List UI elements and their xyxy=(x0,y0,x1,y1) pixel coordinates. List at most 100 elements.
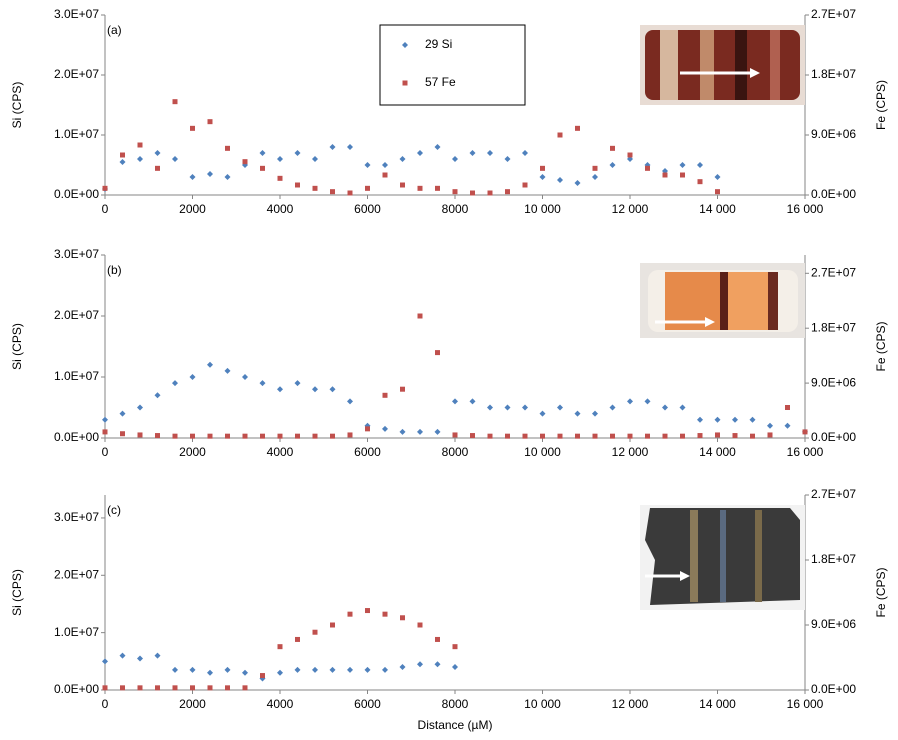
data-point xyxy=(347,144,353,150)
x-tick-label: 10 000 xyxy=(524,697,561,711)
data-point xyxy=(469,398,476,405)
data-point xyxy=(522,404,528,411)
data-point xyxy=(119,159,126,165)
data-point xyxy=(662,172,668,178)
data-point xyxy=(172,666,178,673)
data-point xyxy=(697,179,703,185)
data-point xyxy=(329,666,336,673)
data-point xyxy=(522,150,528,156)
panel-label: (b) xyxy=(107,263,122,277)
data-point xyxy=(785,405,790,410)
data-point xyxy=(592,433,598,439)
data-point xyxy=(172,433,178,439)
data-point xyxy=(417,661,423,668)
data-point xyxy=(225,685,230,691)
data-point xyxy=(400,386,405,392)
x-tick-label: 0 xyxy=(102,445,109,459)
y-tick-label: 1.0E+07 xyxy=(54,625,99,639)
y-tick-label: 0.0E+00 xyxy=(54,682,99,696)
x-tick-label: 12 000 xyxy=(612,445,649,459)
x-tick-label: 12 000 xyxy=(612,697,649,711)
y2-tick-label: 2.7E+07 xyxy=(811,487,856,501)
legend-label: 29 Si xyxy=(425,37,452,51)
data-point xyxy=(119,652,126,659)
data-point xyxy=(102,429,108,435)
data-point xyxy=(224,367,231,374)
data-point xyxy=(242,159,248,165)
data-point xyxy=(470,433,475,439)
data-point xyxy=(574,180,581,186)
data-point xyxy=(295,636,300,642)
data-point xyxy=(190,685,195,691)
data-point xyxy=(452,156,458,162)
data-point xyxy=(732,416,738,423)
data-point xyxy=(207,361,213,368)
data-point xyxy=(399,156,406,162)
data-point xyxy=(259,380,266,387)
data-point xyxy=(277,386,283,393)
data-point xyxy=(102,185,108,191)
data-point xyxy=(277,175,283,181)
data-point xyxy=(224,666,231,673)
data-point xyxy=(277,433,283,439)
x-tick-label: 2000 xyxy=(179,697,206,711)
data-point xyxy=(207,669,213,676)
legend-label: 57 Fe xyxy=(425,75,456,89)
data-point xyxy=(697,416,703,423)
legend-marker xyxy=(402,42,408,48)
data-point xyxy=(312,666,318,673)
data-point xyxy=(662,404,668,411)
data-point xyxy=(487,190,493,196)
y2-tick-label: 1.8E+07 xyxy=(811,552,856,566)
y-tick-label: 2.0E+07 xyxy=(54,308,99,322)
x-tick-label: 14 000 xyxy=(699,445,736,459)
x-tick-label: 16 000 xyxy=(787,202,824,216)
data-point xyxy=(242,374,248,380)
data-point xyxy=(557,404,563,411)
data-point xyxy=(452,644,458,650)
data-point xyxy=(610,433,615,439)
data-point xyxy=(312,185,318,191)
data-point xyxy=(749,416,756,423)
data-point xyxy=(680,433,685,439)
y2-tick-label: 1.8E+07 xyxy=(811,67,856,81)
data-point xyxy=(679,162,686,168)
data-point xyxy=(714,416,721,423)
data-point xyxy=(679,404,686,411)
x-tick-label: 10 000 xyxy=(524,202,561,216)
data-point xyxy=(539,174,546,180)
x-tick-label: 8000 xyxy=(442,697,469,711)
photo-c xyxy=(640,505,805,610)
data-point xyxy=(715,432,720,438)
x-axis-label: Distance (µM) xyxy=(418,718,493,732)
data-point xyxy=(522,433,528,439)
y2-tick-label: 9.0E+06 xyxy=(811,375,856,389)
data-point xyxy=(172,156,178,162)
x-tick-label: 6000 xyxy=(354,445,381,459)
y-tick-label: 3.0E+07 xyxy=(54,510,99,524)
data-point xyxy=(487,150,493,156)
y2-tick-label: 0.0E+00 xyxy=(811,682,856,696)
y-axis-label: Si (CPS) xyxy=(10,569,24,616)
data-point xyxy=(172,685,178,691)
data-point xyxy=(435,350,440,356)
data-point xyxy=(225,145,230,151)
x-tick-label: 4000 xyxy=(267,202,294,216)
data-point xyxy=(767,432,773,438)
data-point xyxy=(697,433,703,439)
data-point xyxy=(627,152,633,158)
data-point xyxy=(189,666,196,673)
data-point xyxy=(102,658,108,665)
data-point xyxy=(417,150,423,156)
x-tick-label: 4000 xyxy=(267,445,294,459)
data-point xyxy=(347,190,353,196)
data-point xyxy=(207,685,213,691)
y2-axis-label: Fe (CPS) xyxy=(874,321,888,371)
data-point xyxy=(365,608,370,614)
data-point xyxy=(715,189,720,195)
data-point xyxy=(365,185,370,191)
y-tick-label: 2.0E+07 xyxy=(54,567,99,581)
data-point xyxy=(767,422,773,429)
data-point xyxy=(802,429,808,435)
